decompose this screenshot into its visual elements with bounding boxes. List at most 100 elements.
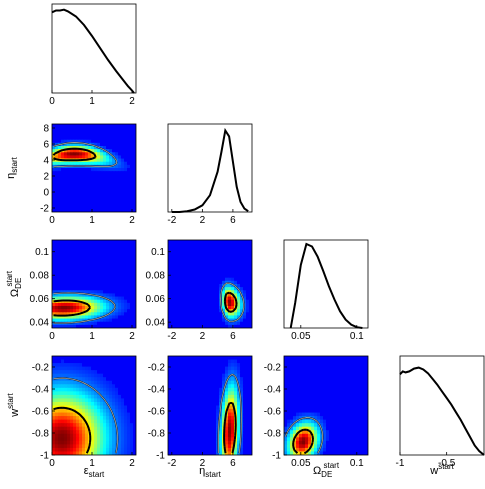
density-cell (323, 409, 327, 414)
density-cell (195, 447, 199, 453)
density-cell (231, 280, 235, 285)
density-cell (112, 127, 116, 131)
density-cell (118, 324, 122, 328)
density-cell (171, 255, 175, 260)
density-cell (192, 318, 196, 323)
density-cell (320, 451, 324, 455)
density-cell (246, 370, 250, 375)
density-cell (174, 306, 178, 310)
density-cell (249, 409, 252, 414)
density-cell (198, 426, 202, 431)
density-cell (168, 299, 172, 304)
density-cell (186, 409, 190, 414)
density-cell (103, 186, 107, 191)
density-cell (64, 366, 68, 371)
density-cell (100, 180, 104, 185)
density-cell (174, 280, 178, 285)
density-cell (174, 302, 178, 307)
density-cell (222, 309, 226, 313)
density-cell (362, 359, 366, 364)
density-cell (311, 401, 315, 407)
contour-95-highlight (285, 417, 323, 454)
density-cell (338, 416, 342, 421)
density-cell (308, 405, 312, 410)
density-cell (183, 380, 187, 385)
density-cell (338, 430, 342, 435)
density-cell (121, 302, 125, 307)
density-cell (311, 359, 315, 364)
density-cell (228, 412, 232, 417)
density-cell (106, 193, 110, 197)
density-cell (67, 451, 71, 455)
density-cell (70, 430, 74, 435)
density-cell (115, 363, 119, 368)
density-cell (94, 315, 98, 320)
density-cell (183, 262, 187, 266)
density-cell (180, 318, 184, 323)
density-cell (106, 391, 110, 396)
density-cell (100, 387, 104, 392)
density-cell (88, 196, 92, 201)
density-cell (237, 391, 241, 396)
density-cell (55, 293, 59, 298)
density-cell (356, 363, 360, 368)
density-cell (97, 430, 101, 435)
density-cell (70, 287, 74, 291)
density-cell (91, 243, 95, 247)
density-cell (171, 296, 175, 301)
density-cell (97, 186, 101, 191)
density-cell (70, 447, 74, 453)
density-cell (320, 359, 324, 364)
density-cell (365, 412, 368, 417)
density-cell (112, 205, 116, 210)
density-cell (216, 277, 220, 282)
density-cell (88, 262, 92, 266)
density-cell (171, 240, 175, 244)
density-cell (335, 401, 339, 407)
density-cell (320, 394, 324, 400)
density-cell (115, 409, 119, 414)
density-cell (189, 419, 193, 424)
density-cell (350, 437, 354, 442)
density-cell (76, 290, 80, 295)
density-cell (97, 268, 101, 273)
density-cell (240, 315, 244, 320)
density-cell (335, 423, 339, 428)
density-cell (299, 366, 303, 371)
density-cell (112, 190, 116, 194)
density-cell (58, 271, 62, 276)
density-cell (335, 373, 339, 378)
density-cell (73, 277, 77, 282)
density-cell (109, 158, 113, 163)
density-cell (124, 262, 128, 266)
density-cell (323, 394, 327, 400)
density-cell (356, 447, 360, 453)
density-cell (168, 370, 172, 375)
density-cell (64, 293, 68, 298)
density-cell (91, 155, 95, 160)
density-cell (210, 377, 214, 382)
density-cell (228, 315, 232, 320)
density-cell (130, 296, 134, 301)
density-cell (171, 380, 175, 385)
density-cell (133, 262, 136, 266)
density-cell (213, 363, 217, 368)
density-cell (121, 183, 125, 188)
density-cell (359, 426, 363, 431)
density-cell (353, 356, 357, 361)
density-cell (183, 302, 187, 307)
x-tick-label: 6 (230, 331, 236, 342)
density-cell (79, 363, 83, 368)
density-cell (231, 271, 235, 276)
density-cell (103, 199, 107, 204)
density-cell (356, 373, 360, 378)
density-cell (124, 193, 128, 197)
density-cell (207, 440, 211, 445)
density-cell (130, 444, 134, 449)
density-cell (76, 133, 80, 138)
density-cell (115, 265, 119, 269)
density-cell (246, 255, 250, 260)
density-cell (228, 318, 232, 323)
density-cell (70, 433, 74, 438)
density-cell (299, 363, 303, 368)
